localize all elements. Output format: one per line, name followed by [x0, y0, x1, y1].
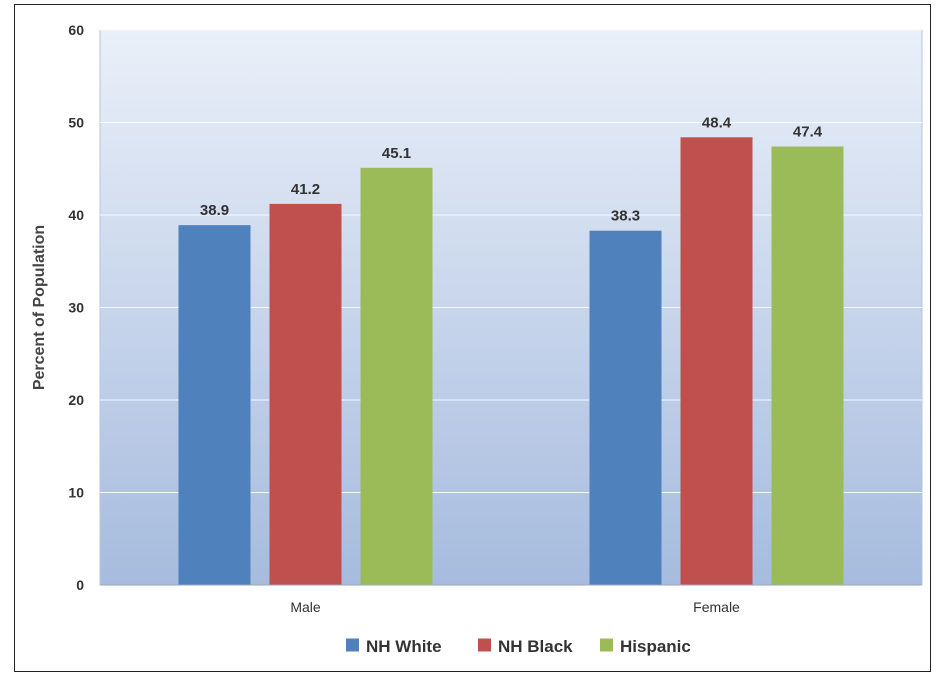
legend-label: NH Black [498, 637, 573, 656]
bar [680, 137, 753, 586]
legend-swatch [478, 638, 491, 652]
data-labels: 38.9 41.2 45.1 38.3 48.4 47.4 [200, 114, 823, 224]
x-category-label: Female [693, 599, 740, 615]
x-category-label: Male [290, 599, 321, 615]
y-tick-label: 20 [68, 392, 84, 408]
data-label: 47.4 [793, 124, 823, 141]
data-label: 45.1 [382, 145, 411, 162]
legend-swatch [346, 638, 359, 652]
axes: 0 10 20 30 40 50 60 Percent of Population Male Fe… [31, 22, 922, 615]
y-tick-label: 50 [68, 115, 84, 131]
data-label: 38.9 [200, 202, 229, 219]
data-label: 38.3 [611, 208, 640, 225]
legend-label: Hispanic [620, 637, 691, 656]
bar [589, 230, 662, 585]
y-tick-label: 30 [68, 300, 84, 316]
bar [178, 225, 251, 586]
bar [771, 146, 844, 586]
bar [269, 203, 342, 585]
bars [178, 137, 844, 586]
y-tick-label: 10 [68, 485, 84, 501]
legend-label: NH White [366, 637, 442, 656]
data-label: 41.2 [291, 181, 320, 198]
y-tick-label: 60 [68, 22, 84, 38]
data-label: 48.4 [702, 114, 732, 131]
legend-swatch [600, 638, 613, 652]
y-axis-title: Percent of Population [31, 225, 48, 390]
legend: NH White NH Black Hispanic [346, 637, 691, 656]
bar [360, 167, 433, 585]
y-tick-label: 40 [68, 207, 84, 223]
y-tick-label: 0 [76, 577, 84, 593]
